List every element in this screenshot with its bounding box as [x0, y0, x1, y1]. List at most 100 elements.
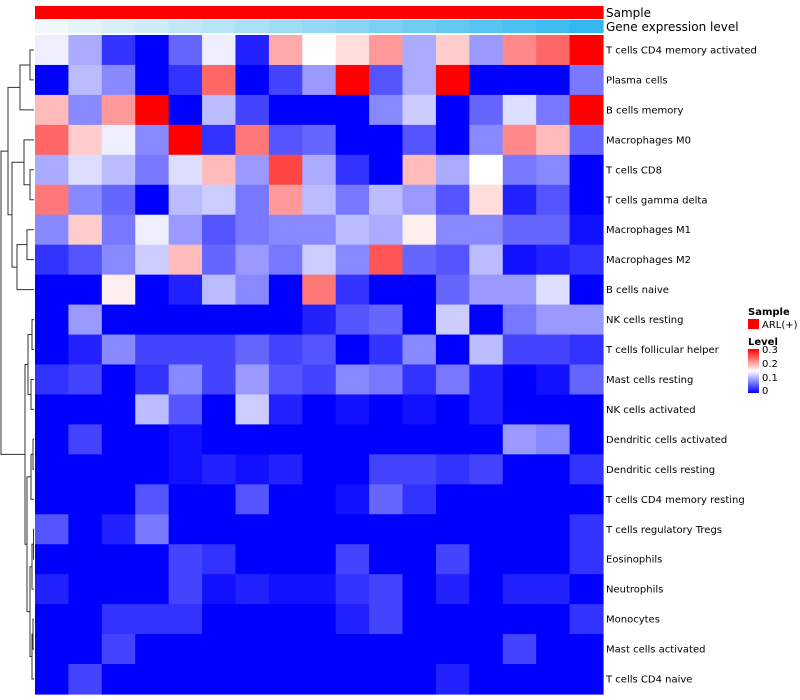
heatmap-cell [569, 604, 604, 635]
heatmap-cell [268, 184, 303, 216]
heatmap-cell [235, 154, 270, 186]
heatmap-cell [202, 244, 237, 276]
sample-annotation-cell [235, 6, 270, 19]
heatmap-cell [168, 64, 203, 96]
heatmap-cell [335, 274, 370, 306]
heatmap-cell [101, 124, 136, 156]
heatmap-cell [135, 334, 170, 366]
heatmap-cell [202, 424, 237, 455]
heatmap-cell [202, 664, 237, 695]
heatmap-cell [168, 214, 203, 246]
row-label: T cells gamma delta [605, 195, 707, 206]
heatmap-cell [268, 64, 303, 96]
heatmap-cell [469, 64, 504, 96]
heatmap-cell [302, 334, 337, 366]
heatmap-cell [135, 94, 170, 126]
heatmap-cell [435, 484, 470, 515]
heatmap-cell [536, 124, 571, 156]
heatmap-cell [402, 544, 437, 575]
heatmap-cell [202, 304, 237, 336]
heatmap-cell [536, 664, 571, 695]
heatmap-cell [402, 184, 437, 216]
heatmap-cell [268, 424, 303, 455]
heatmap-cell [168, 304, 203, 336]
heatmap-cell [235, 35, 270, 66]
heatmap-cell [369, 604, 404, 635]
heatmap-cell [35, 394, 70, 425]
heatmap-cell [302, 244, 337, 276]
dendrogram-branch [0, 150, 25, 455]
heatmap-cell [536, 544, 571, 575]
heatmap-cell [68, 154, 103, 186]
heatmap-cell [302, 184, 337, 216]
heatmap-cell [202, 35, 237, 66]
dendrogram-branch [32, 618, 34, 650]
heatmap-cell [68, 664, 103, 695]
heatmap-cell [402, 514, 437, 545]
heatmap-cell [302, 634, 337, 665]
heatmap-cell [35, 514, 70, 545]
heatmap-cell [235, 574, 270, 605]
heatmap-cell [335, 304, 370, 336]
heatmap-cell [335, 154, 370, 186]
heatmap-cell [369, 124, 404, 156]
heatmap-cell [35, 544, 70, 575]
heatmap-cell [202, 154, 237, 186]
heatmap-cell [369, 484, 404, 515]
legend: Sample ARL(+) Level 0.3 0.2 0.1 0 [748, 307, 798, 397]
row-label: Neutrophils [606, 585, 663, 596]
heatmap-cell [402, 364, 437, 396]
dendrogram-branch [31, 319, 34, 351]
heatmap-cell [101, 304, 136, 336]
heatmap-cell [135, 154, 170, 186]
heatmap-cell [202, 184, 237, 216]
heatmap-cell [469, 424, 504, 455]
dendrogram-branch [29, 169, 34, 201]
heatmap-cell [402, 35, 437, 66]
heatmap-cell [268, 544, 303, 575]
row-label: NK cells activated [606, 405, 696, 416]
heatmap-cell [101, 394, 136, 425]
heatmap-cell [101, 64, 136, 96]
row-label: Dendritic cells resting [606, 465, 715, 476]
gene-expression-annotation-cell [536, 20, 571, 33]
heatmap-cell [68, 274, 103, 306]
heatmap-cell [469, 35, 504, 66]
heatmap-cell [536, 514, 571, 545]
gene-expression-annotation-cell [335, 20, 370, 33]
heatmap-cell [402, 634, 437, 665]
heatmap-cell [435, 544, 470, 575]
row-label: Plasma cells [606, 75, 668, 86]
gene-expression-annotation-cell [569, 20, 604, 33]
level-legend-tick-0-3: 0.3 [762, 345, 778, 356]
heatmap-cell [168, 484, 203, 515]
heatmap-cell [235, 484, 270, 515]
heatmap-cell [68, 604, 103, 635]
heatmap-cell [502, 214, 537, 246]
gene-expression-annotation-bar [35, 20, 604, 33]
heatmap-cell [502, 604, 537, 635]
heatmap-cell [268, 484, 303, 515]
heatmap-cell [35, 244, 70, 276]
dendrogram-branch [32, 438, 34, 470]
heatmap-cell [502, 364, 537, 396]
dendrogram-branch [11, 161, 24, 268]
heatmap-cell [268, 35, 303, 66]
heatmap-cell [369, 394, 404, 425]
heatmap-cell [235, 664, 270, 695]
sample-annotation-cell [502, 6, 537, 19]
heatmap-cell [101, 514, 136, 545]
heatmap-cell [435, 304, 470, 336]
heatmap-cell [68, 514, 103, 545]
dendrogram-branch [16, 244, 34, 291]
heatmap-cell [435, 274, 470, 306]
row-label: Eosinophils [606, 555, 662, 566]
heatmap-cell [302, 574, 337, 605]
heatmap-cell [302, 454, 337, 485]
heatmap-cell [369, 94, 404, 126]
heatmap-cell [35, 94, 70, 126]
column-annotations: Sample Gene expression level [35, 6, 739, 34]
heatmap-cell [202, 394, 237, 425]
heatmap-cell [402, 604, 437, 635]
